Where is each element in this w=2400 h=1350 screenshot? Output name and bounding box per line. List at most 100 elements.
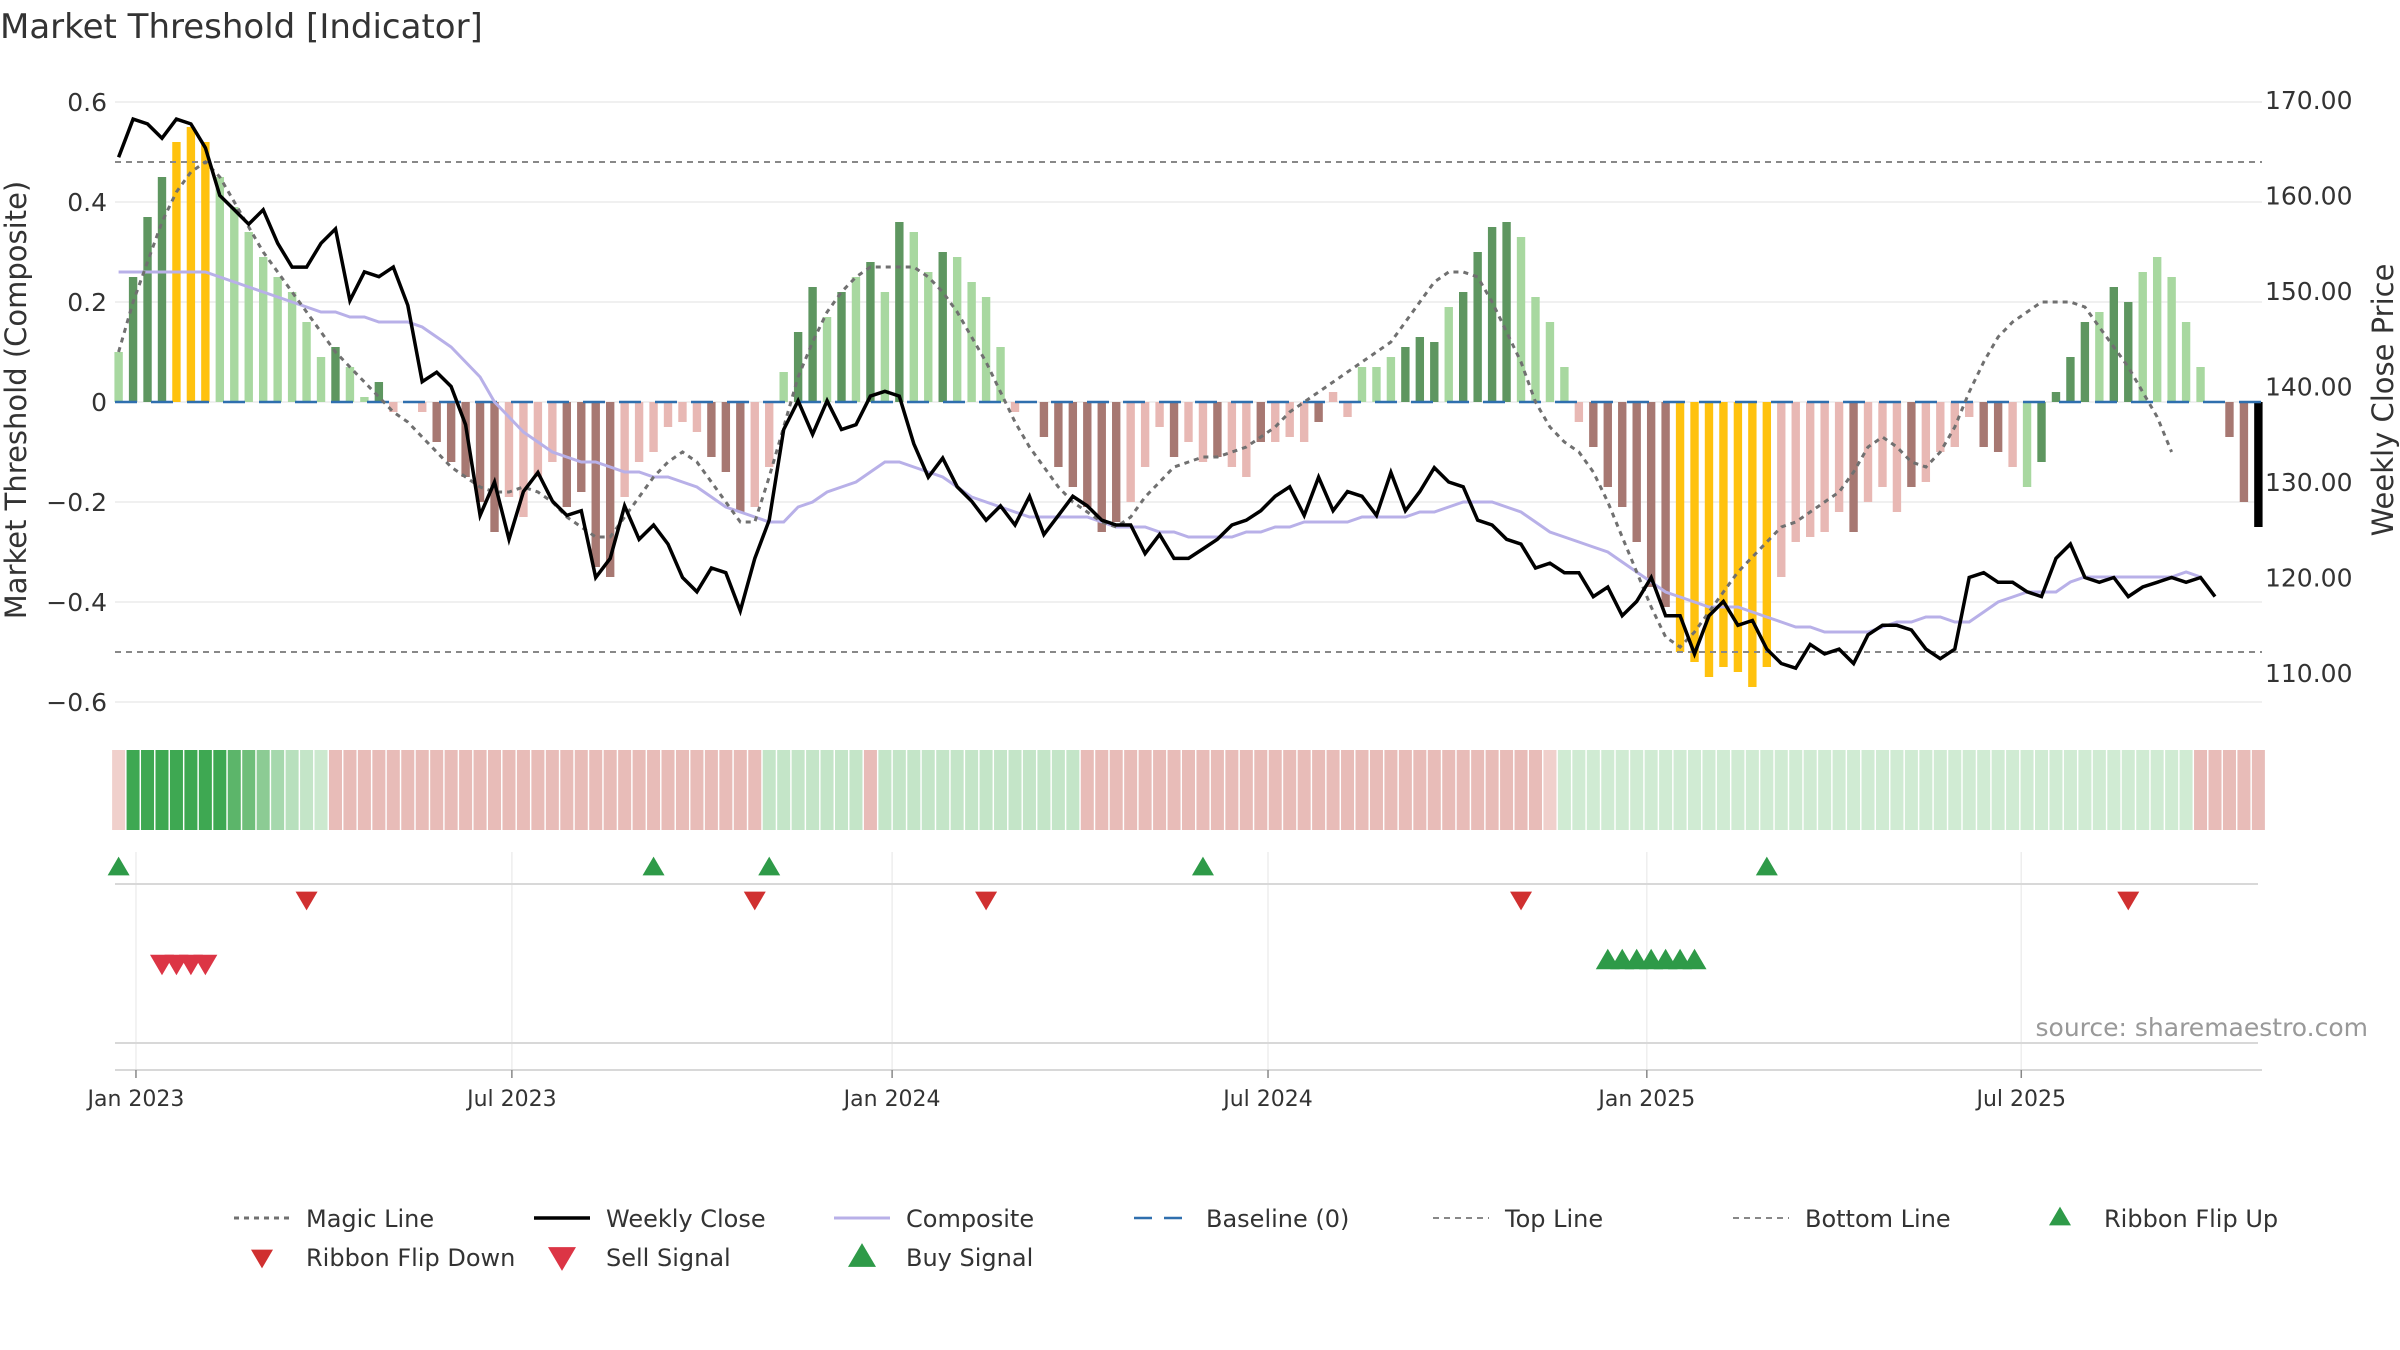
ribbon-cell	[603, 750, 617, 830]
composite-bar	[1560, 367, 1569, 402]
composite-bar	[230, 207, 239, 402]
ribbon-cell	[2136, 750, 2150, 830]
ribbon-cell	[1471, 750, 1485, 830]
source-note: source: sharemaestro.com	[2036, 1013, 2369, 1042]
ribbon-cell	[545, 750, 559, 830]
ribbon-cell	[1601, 750, 1615, 830]
composite-bar	[114, 352, 123, 402]
ribbon-cell	[1124, 750, 1138, 830]
x-tick-label: Jul 2024	[1221, 1087, 1313, 1112]
composite-bar	[389, 402, 398, 412]
ribbon-cell	[1138, 750, 1152, 830]
y2-tick-label: 130.00	[2265, 468, 2352, 497]
ribbon-cell	[198, 750, 212, 830]
ribbon-cell	[2121, 750, 2135, 830]
ribbon-cell	[1977, 750, 1991, 830]
composite-bar	[1140, 402, 1150, 467]
legend-label: Bottom Line	[1805, 1205, 1951, 1233]
ribbon-cell	[1427, 750, 1441, 830]
composite-bar	[1054, 402, 1063, 467]
composite-bar	[374, 382, 384, 402]
composite-bar	[1271, 402, 1280, 442]
composite-bar	[837, 292, 846, 402]
composite-bar	[750, 402, 759, 507]
ribbon-cell	[256, 750, 270, 830]
legend-swatch-sell	[548, 1247, 576, 1271]
ribbon-cell	[806, 750, 820, 830]
ribbon-cell	[1066, 750, 1080, 830]
legend-swatch-flip-up	[2049, 1206, 2071, 1226]
ribbon-cell	[1283, 750, 1297, 830]
ribbon-cell	[777, 750, 791, 830]
legend-label: Baseline (0)	[1206, 1205, 1349, 1233]
ribbon-cell	[1312, 750, 1326, 830]
x-tick-label: Jan 2023	[86, 1087, 185, 1112]
left-axis: 0.6 0.4 0.2 0 −0.2 −0.4 −0.6	[46, 88, 107, 717]
composite-bar	[707, 402, 716, 457]
ribbon-cell	[459, 750, 473, 830]
composite-bar	[1965, 402, 1974, 417]
ribbon-cell	[574, 750, 588, 830]
legend: Magic Line Weekly Close Composite Baseline …	[234, 1205, 2278, 1272]
ribbon-cell	[1196, 750, 1210, 830]
composite-bar	[1415, 337, 1425, 402]
composite-bar	[2181, 322, 2191, 402]
composite-bar	[605, 402, 615, 577]
ribbon-cell	[314, 750, 328, 830]
ribbon-cell	[372, 750, 386, 830]
y-tick-label: 0.6	[67, 88, 107, 117]
ribbon-cell	[300, 750, 314, 830]
composite-bar	[432, 402, 441, 442]
ribbon-cell	[675, 750, 689, 830]
ribbon-cell	[1384, 750, 1398, 830]
composite-bar	[1242, 402, 1251, 477]
composite-bar	[186, 127, 196, 402]
composite-bar	[822, 317, 832, 402]
ribbon-cell	[950, 750, 964, 830]
ribbon-cell	[1297, 750, 1311, 830]
ribbon-cell	[1398, 750, 1412, 830]
ribbon-cell	[632, 750, 646, 830]
ribbon-cell	[2035, 750, 2049, 830]
ribbon-cell	[1803, 750, 1817, 830]
ribbon-cell	[2165, 750, 2179, 830]
ribbon-cell	[242, 750, 256, 830]
ribbon-cell	[357, 750, 371, 830]
composite-bar	[1574, 402, 1584, 422]
ribbon-cell	[690, 750, 704, 830]
y-tick-label: −0.4	[46, 588, 107, 617]
legend-label: Ribbon Flip Down	[306, 1244, 515, 1272]
ribbon-cell	[1181, 750, 1196, 830]
ribbon-cell	[415, 750, 429, 830]
legend-label: Buy Signal	[906, 1244, 1033, 1272]
composite-bar	[1589, 402, 1598, 447]
composite-bar	[851, 277, 861, 402]
composite-bar	[533, 402, 543, 477]
ribbon-cell	[1341, 750, 1355, 830]
ribbon-cell	[921, 750, 935, 830]
ribbon-cell	[1832, 750, 1846, 830]
x-axis: Jan 2023 Jul 2023 Jan 2024 Jul 2024 Jan 2025…	[86, 1070, 2066, 1112]
y-tick-label: 0	[91, 388, 107, 417]
composite-bar	[1661, 402, 1670, 607]
ribbon-cell	[1659, 750, 1673, 830]
composite-bar	[924, 272, 933, 402]
ribbon-cell	[328, 750, 342, 830]
composite-bar	[2239, 402, 2249, 502]
composite-bar	[1719, 402, 1728, 667]
ribbon-cell	[1355, 750, 1369, 830]
ribbon-cell	[661, 750, 675, 830]
composite-bar	[2196, 367, 2205, 402]
legend-label: Ribbon Flip Up	[2104, 1205, 2278, 1233]
ribbon-cell	[1514, 750, 1528, 830]
x-tick-label: Jul 2023	[465, 1087, 557, 1112]
composite-bar	[736, 402, 745, 512]
ribbon-cell	[502, 750, 516, 830]
y2-tick-label: 140.00	[2265, 373, 2352, 402]
ribbon-cell	[531, 750, 545, 830]
composite-bar	[895, 222, 904, 402]
composite-bar	[1097, 402, 1106, 532]
composite-bar	[259, 257, 268, 402]
